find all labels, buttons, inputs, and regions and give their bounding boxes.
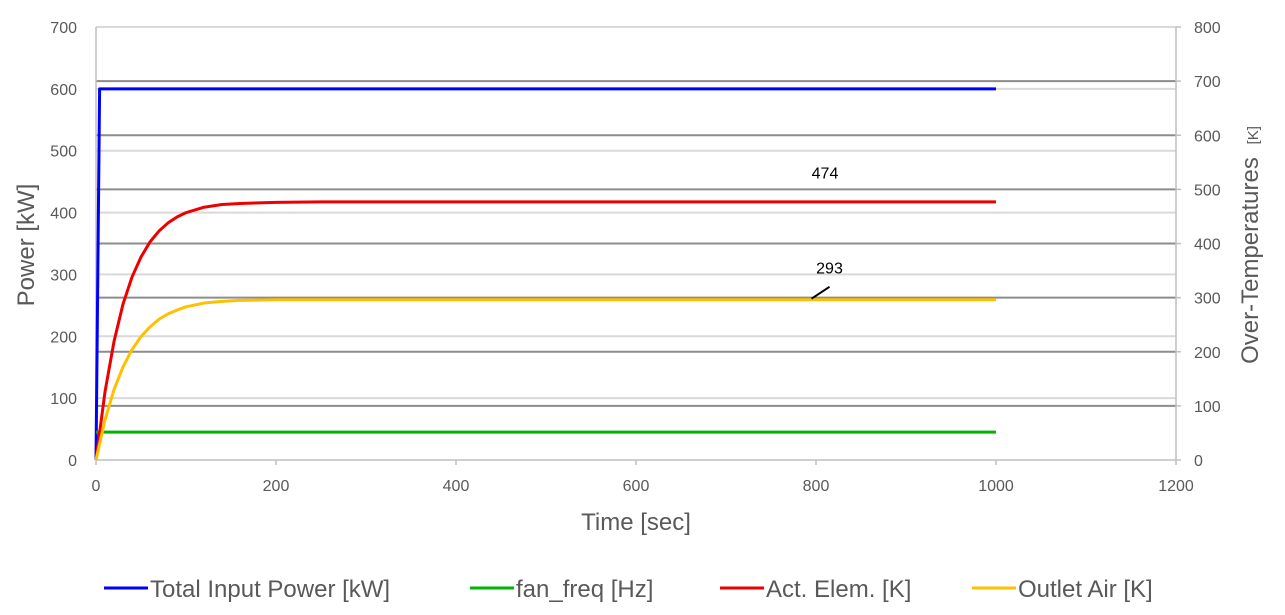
secondary-gridlines xyxy=(96,80,1176,407)
x-tick-label: 600 xyxy=(623,478,650,495)
y-axis-title: Power [kW] xyxy=(13,184,40,307)
legend-label-0: Total Input Power [kW] xyxy=(150,576,390,603)
y-secondary-tick-label: 600 xyxy=(1194,128,1221,145)
y-secondary-tick-label: 800 xyxy=(1194,20,1221,37)
y-secondary-tick-label: 200 xyxy=(1194,345,1221,362)
y-secondary-tick-label: 500 xyxy=(1194,182,1221,199)
y-secondary-tick-label: 700 xyxy=(1194,74,1221,91)
y-tick-label: 700 xyxy=(50,20,77,37)
legend: Total Input Power [kW] fan_freq [Hz] Act. … xyxy=(104,576,1153,603)
y-tick-label: 300 xyxy=(50,267,77,284)
y-tick-label: 500 xyxy=(50,144,77,161)
y-tick-label: 400 xyxy=(50,206,77,223)
legend-label-3: Outlet Air [K] xyxy=(1018,576,1153,603)
x-tick-label: 0 xyxy=(92,478,101,495)
annotation-label: 293 xyxy=(816,260,843,277)
series-lines xyxy=(94,87,996,461)
tick-labels: 0 200 400 600 800 1000 12000100200300400500600… xyxy=(50,20,1221,495)
series-line-2 xyxy=(94,200,996,461)
y-secondary-axis-title-main: Over-Temperatures xyxy=(1237,157,1264,364)
x-tick-label: 400 xyxy=(443,478,470,495)
x-tick-label: 800 xyxy=(803,478,830,495)
series-line-0 xyxy=(94,87,996,461)
y-tick-label: 100 xyxy=(50,391,77,408)
y-secondary-axis-title: Over-Temperatures [K] xyxy=(1237,126,1264,364)
x-tick-label: 1000 xyxy=(978,478,1014,495)
y-secondary-tick-label: 400 xyxy=(1194,237,1221,254)
legend-label-1: fan_freq [Hz] xyxy=(516,576,653,603)
annotation-label: 474 xyxy=(812,166,839,183)
y-tick-label: 600 xyxy=(50,82,77,99)
y-secondary-axis-title-unit: [K] xyxy=(1245,126,1262,144)
annotation-leader xyxy=(810,285,831,300)
series-line-3 xyxy=(94,298,996,461)
annotations: 474 293 xyxy=(810,166,843,300)
legend-label-2: Act. Elem. [K] xyxy=(766,576,911,603)
x-axis-title: Time [sec] xyxy=(581,509,691,536)
x-tick-label: 200 xyxy=(263,478,290,495)
y-tick-label: 0 xyxy=(68,453,77,470)
x-tick-label: 1200 xyxy=(1158,478,1194,495)
y-secondary-tick-label: 100 xyxy=(1194,399,1221,416)
y-secondary-tick-label: 300 xyxy=(1194,291,1221,308)
y-tick-label: 200 xyxy=(50,329,77,346)
y-secondary-tick-label: 0 xyxy=(1194,453,1203,470)
